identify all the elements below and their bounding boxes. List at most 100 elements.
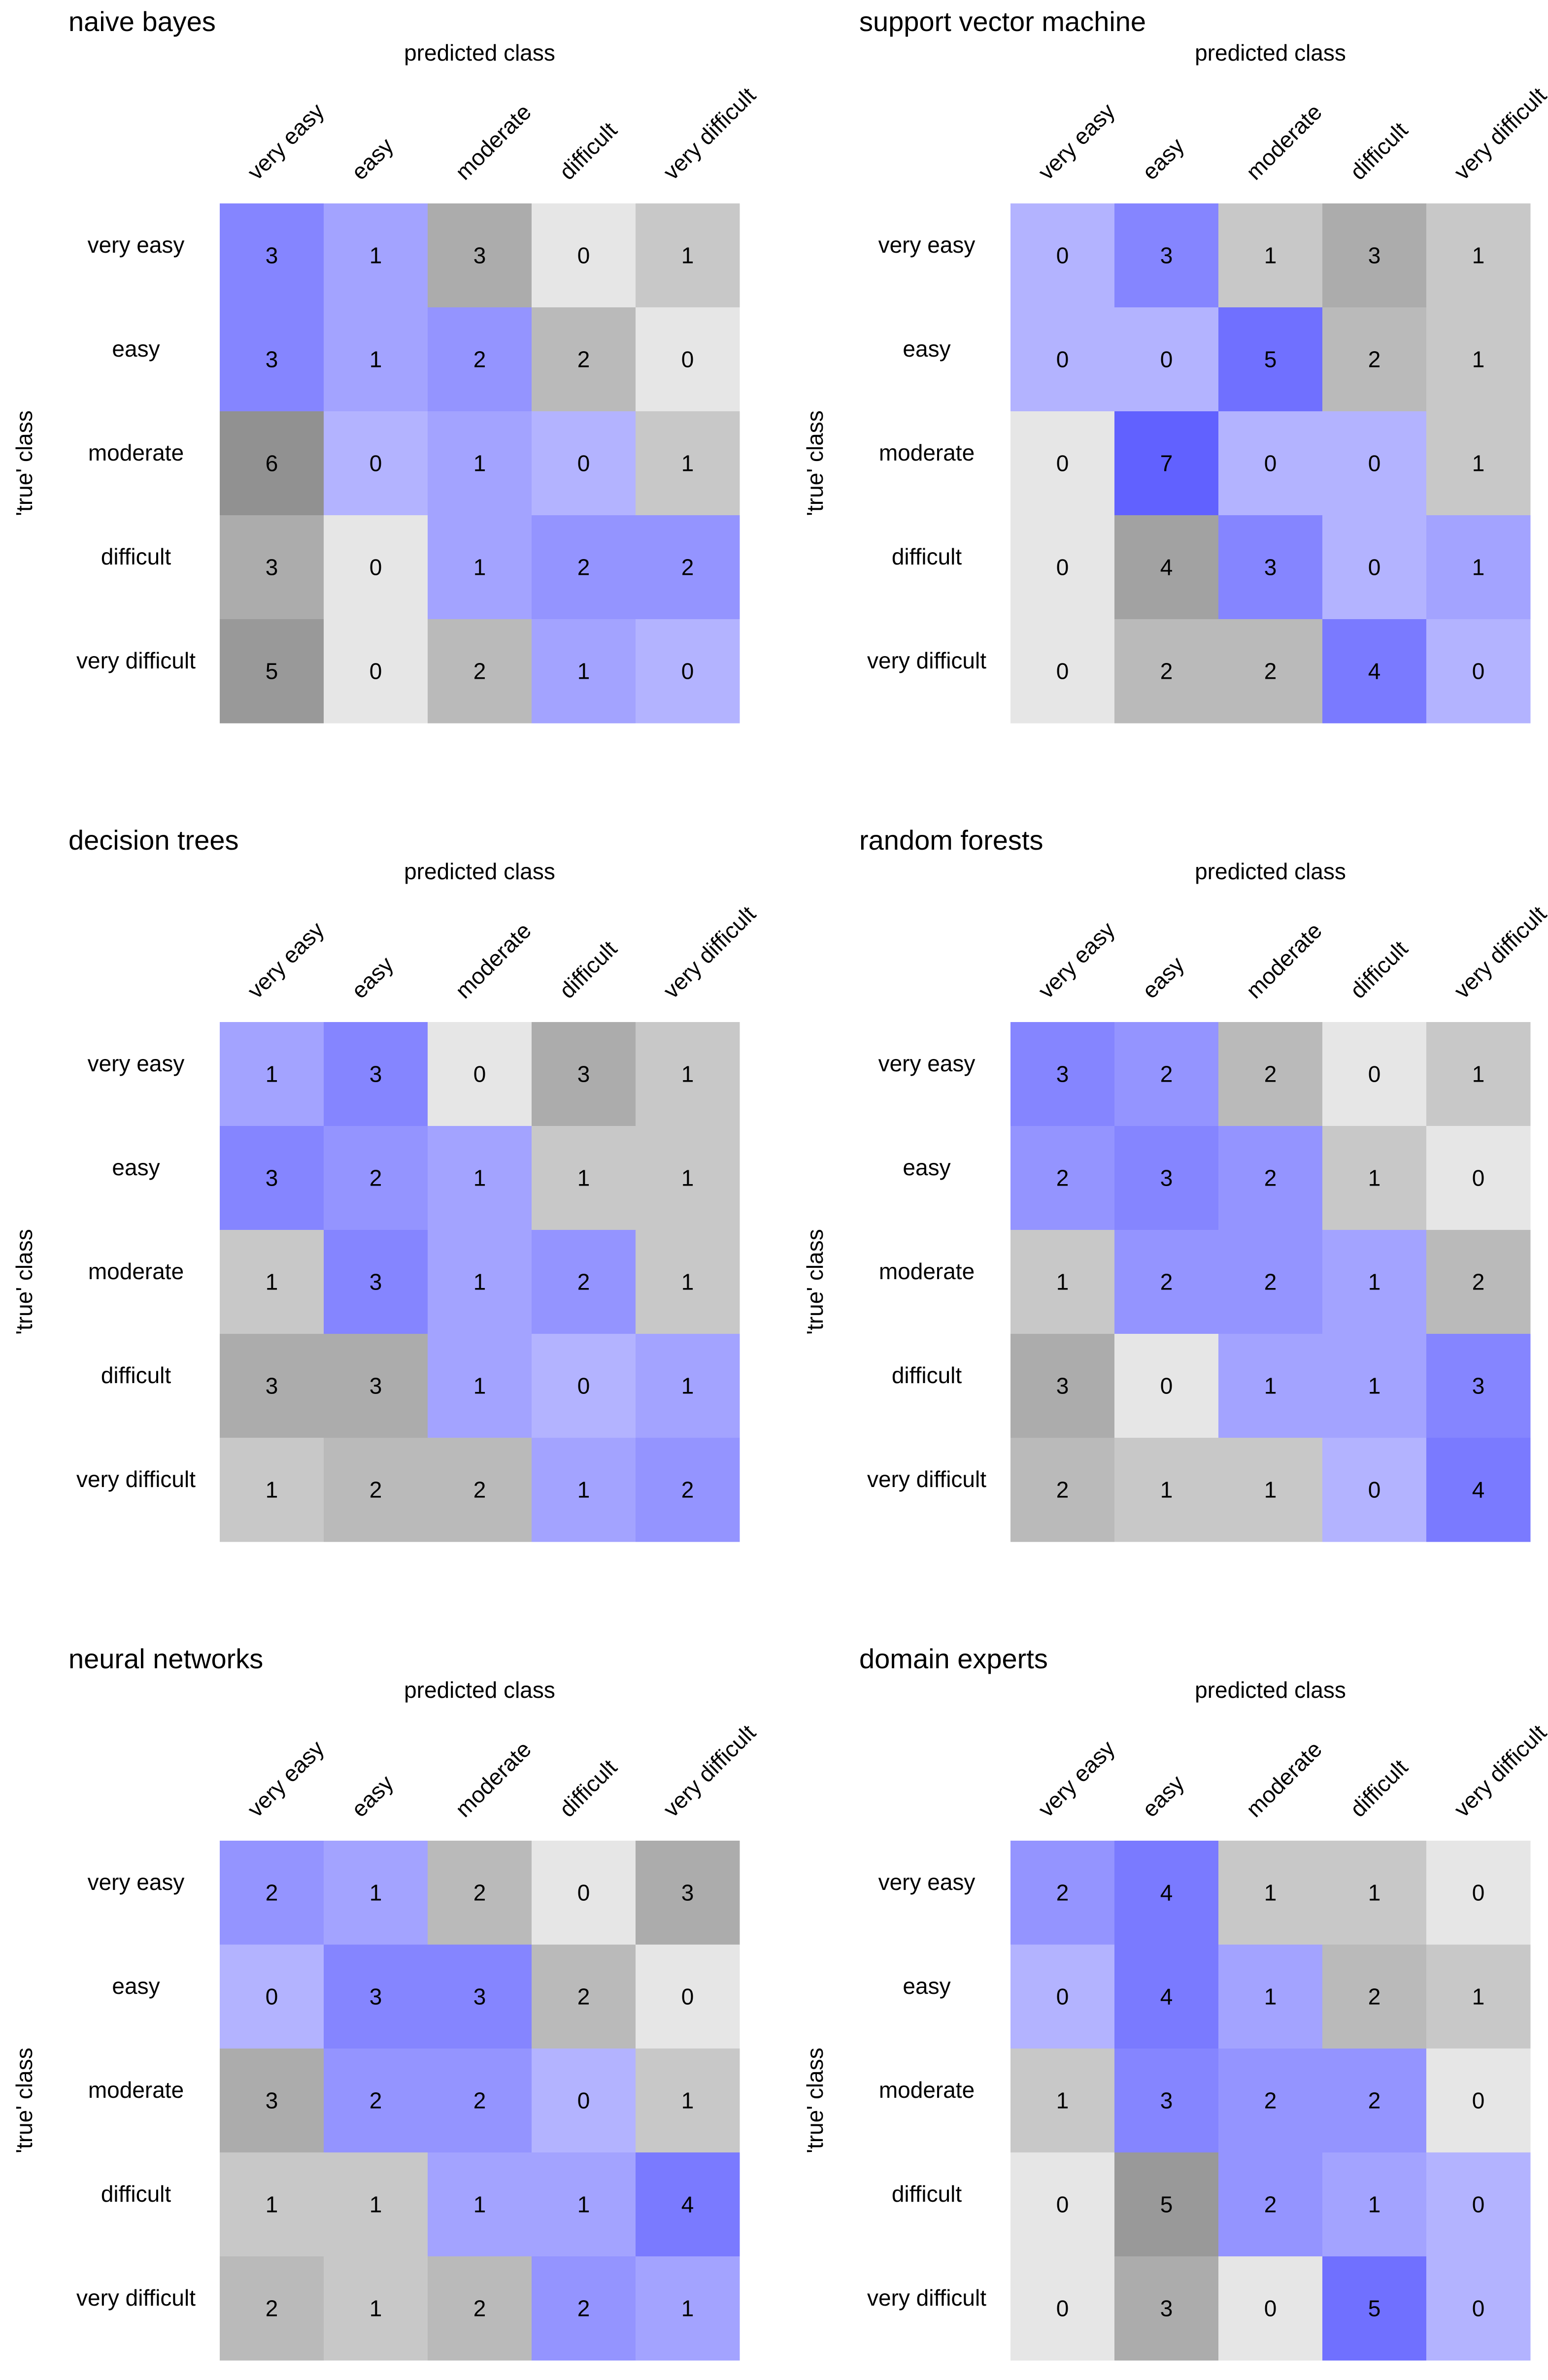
- y-tick-label: very difficult: [76, 2285, 196, 2311]
- cell-value-label: 2: [473, 1477, 486, 1503]
- cell-value-label: 1: [681, 451, 694, 476]
- cell-value-label: 3: [1056, 1373, 1069, 1399]
- y-tick-label: easy: [112, 336, 160, 362]
- heatmap-cell: [636, 1022, 740, 1126]
- y-tick-label: easy: [903, 1973, 950, 1999]
- cell-value-label: 1: [1056, 2088, 1069, 2114]
- heatmap-cell: [1218, 1334, 1323, 1438]
- cell-value-label: 1: [577, 1477, 590, 1503]
- heatmap-cell: [220, 411, 324, 516]
- y-tick-label: difficult: [101, 544, 171, 569]
- cell-value-label: 0: [1368, 555, 1381, 580]
- heatmap-cell: [1010, 1841, 1115, 1945]
- x-tick-label: very easy: [242, 98, 329, 185]
- cell-value-label: 2: [1368, 2088, 1381, 2114]
- cell-value-label: 1: [1264, 1477, 1277, 1503]
- x-tick-label: difficult: [554, 936, 622, 1004]
- heatmap-cell: [220, 2152, 324, 2257]
- x-tick-label: moderate: [450, 1736, 536, 1822]
- cell-value-label: 2: [577, 1984, 590, 2010]
- cell-value-label: 1: [370, 2296, 382, 2321]
- cell-value-label: 0: [1472, 2192, 1485, 2217]
- y-axis-title: 'true' class: [802, 410, 828, 516]
- heatmap-cell: [1218, 2256, 1323, 2361]
- heatmap-cell: [1426, 2256, 1531, 2361]
- heatmap-cell: [1322, 2152, 1427, 2257]
- x-tick-label: very difficult: [658, 82, 761, 185]
- heatmap-cell: [1114, 1022, 1219, 1126]
- heatmap-cell: [220, 2256, 324, 2361]
- confusion-matrix-panel: decision trees predicted class 'true' clas…: [11, 825, 761, 1542]
- heatmap-cell: [1322, 1945, 1427, 2049]
- confusion-matrix-panel: domain experts predicted class 'true' clas…: [802, 1643, 1548, 2361]
- cell-value-label: 2: [577, 347, 590, 372]
- heatmap-cell: [636, 1841, 740, 1945]
- x-tick-label: difficult: [554, 1754, 622, 1822]
- y-tick-label: moderate: [88, 440, 184, 465]
- heatmap-cell: [1322, 307, 1427, 412]
- x-tick-label: very difficult: [658, 1719, 761, 1822]
- heatmap-cell: [428, 619, 532, 724]
- y-axis-title: 'true' class: [802, 1229, 828, 1334]
- x-tick-label: difficult: [1345, 936, 1413, 1004]
- cell-value-label: 0: [1472, 2296, 1485, 2321]
- cell-value-label: 1: [266, 1477, 278, 1503]
- cell-value-label: 3: [1472, 1373, 1485, 1399]
- heatmap-cell: [532, 1334, 636, 1438]
- heatmap-cell: [1114, 1334, 1219, 1438]
- cell-value-label: 3: [266, 1165, 278, 1191]
- heatmap-cell: [324, 1438, 428, 1542]
- y-tick-label: very easy: [88, 1869, 185, 1895]
- cell-value-label: 3: [1264, 555, 1277, 580]
- cell-value-label: 1: [1264, 243, 1277, 268]
- heatmap-cell: [1218, 515, 1323, 620]
- x-tick-label: moderate: [450, 918, 536, 1003]
- heatmap-cell: [532, 1022, 636, 1126]
- x-tick-label: very difficult: [658, 901, 761, 1003]
- cell-value-label: 4: [1368, 659, 1381, 684]
- x-tick-label: moderate: [1241, 99, 1327, 185]
- cell-value-label: 1: [1160, 1477, 1173, 1503]
- cell-value-label: 0: [1056, 347, 1069, 372]
- heatmap-cell: [636, 203, 740, 308]
- cell-value-label: 4: [1472, 1477, 1485, 1503]
- cell-value-label: 0: [1056, 659, 1069, 684]
- cell-value-label: 6: [266, 451, 278, 476]
- cell-value-label: 0: [1264, 2296, 1277, 2321]
- cell-value-label: 3: [1056, 1061, 1069, 1087]
- cell-value-label: 1: [1264, 1880, 1277, 1906]
- heatmap-cell: [324, 1945, 428, 2049]
- heatmap-cell: [532, 203, 636, 308]
- cell-value-label: 4: [1160, 1984, 1173, 2010]
- heatmap-cell: [636, 1945, 740, 2049]
- heatmap-cell: [1114, 1841, 1219, 1945]
- y-tick-label: moderate: [879, 2077, 975, 2103]
- heatmap-cell: [1218, 2152, 1323, 2257]
- cell-value-label: 2: [1472, 1269, 1485, 1295]
- heatmap-cell: [220, 1126, 324, 1230]
- y-tick-label: very difficult: [867, 2285, 986, 2311]
- x-tick-label: very difficult: [1449, 82, 1548, 185]
- heatmap-cell: [532, 2049, 636, 2153]
- heatmap-cell: [220, 203, 324, 308]
- heatmap-cell: [428, 1022, 532, 1126]
- cell-value-label: 0: [1056, 1984, 1069, 2010]
- heatmap-cell: [1010, 1126, 1115, 1230]
- heatmap-cell: [220, 515, 324, 620]
- cell-value-label: 1: [577, 2192, 590, 2217]
- cell-value-label: 1: [473, 1373, 486, 1399]
- cell-value-label: 0: [577, 243, 590, 268]
- cell-value-label: 4: [1160, 555, 1173, 580]
- heatmap-cell: [1218, 2049, 1323, 2153]
- heatmap-cell: [1322, 2049, 1427, 2153]
- heatmap-cell: [1010, 2152, 1115, 2257]
- heatmap-cell: [1426, 1126, 1531, 1230]
- heatmap-cell: [1218, 307, 1323, 412]
- cell-value-label: 0: [266, 1984, 278, 2010]
- cell-value-label: 2: [577, 2296, 590, 2321]
- heatmap-cell: [1218, 1126, 1323, 1230]
- heatmap-cell: [1426, 1841, 1531, 1945]
- cell-value-label: 3: [1160, 243, 1173, 268]
- y-tick-label: very difficult: [867, 648, 986, 673]
